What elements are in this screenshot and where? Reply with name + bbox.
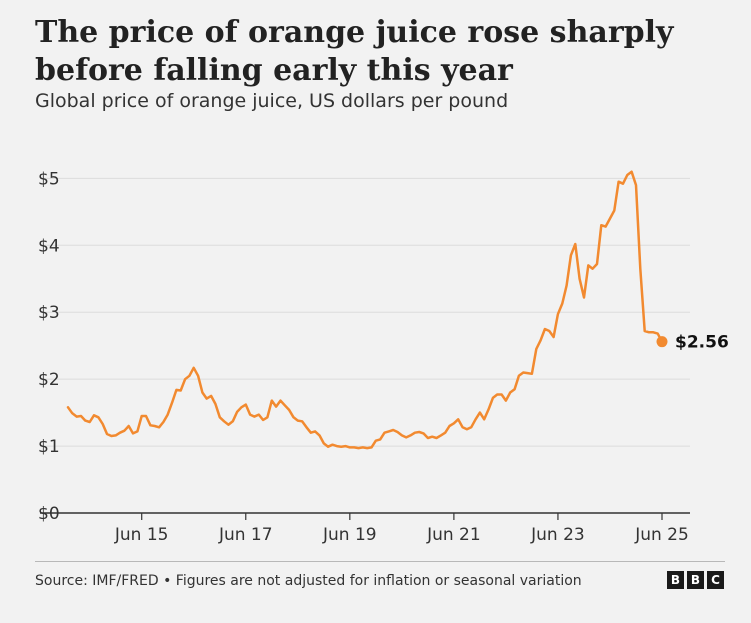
y-tick-label: $3 xyxy=(38,303,60,323)
logo-letter: B xyxy=(667,571,684,589)
x-tick-label: Jun 19 xyxy=(322,525,377,545)
line-chart: $0 $1 $2 $3 $4 $5 Jun 15 Jun 17 Jun 19 Jun 21 Jun … xyxy=(38,169,729,545)
y-tick-label: $1 xyxy=(38,437,60,457)
bbc-logo: B B C xyxy=(667,571,724,589)
end-value-label: $2.56 xyxy=(675,333,729,353)
x-tick-label: Jun 21 xyxy=(426,525,481,545)
x-tick-label: Jun 15 xyxy=(114,525,169,545)
chart-subtitle: Global price of orange juice, US dollars… xyxy=(35,90,509,112)
logo-letter: C xyxy=(707,571,724,589)
y-tick-label: $0 xyxy=(38,504,60,524)
source-note: Source: IMF/FRED • Figures are not adjus… xyxy=(35,573,582,589)
x-tick-label: Jun 25 xyxy=(634,525,689,545)
y-tick-label: $5 xyxy=(38,169,60,189)
x-tick-label: Jun 17 xyxy=(218,525,273,545)
y-tick-label: $2 xyxy=(38,370,60,390)
end-point-marker xyxy=(656,336,668,348)
x-tick-label: Jun 23 xyxy=(530,525,585,545)
y-tick-label: $4 xyxy=(38,236,60,256)
chart-title: The price of orange juice rose sharply b… xyxy=(35,15,674,88)
logo-letter: B xyxy=(687,571,704,589)
footer-divider xyxy=(35,561,725,562)
price-series-line xyxy=(66,170,664,450)
